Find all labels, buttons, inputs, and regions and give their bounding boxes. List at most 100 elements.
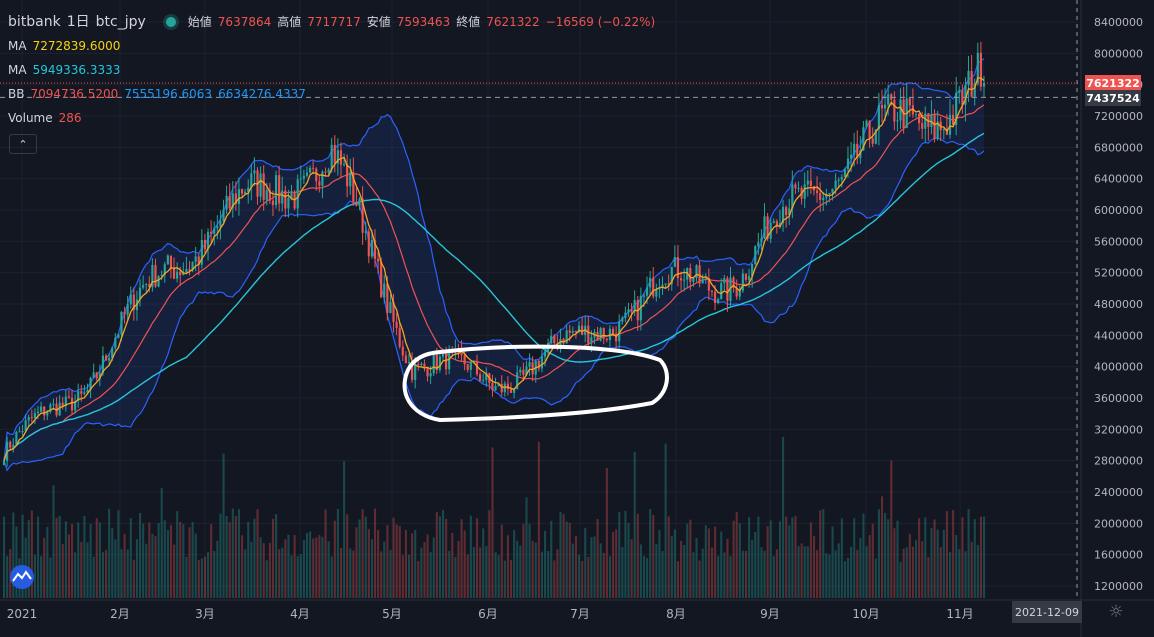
volume-bar [312, 538, 315, 598]
volume-bar [71, 524, 74, 598]
volume-bar [707, 528, 710, 598]
volume-bar [639, 544, 642, 598]
candle-body [754, 246, 757, 264]
candle-body [475, 361, 479, 375]
volume-bar [114, 539, 117, 598]
bb-row[interactable]: BB 7094736.5200 7555196.6063 6634276.433… [8, 82, 655, 106]
volume-bar [766, 526, 769, 598]
volume-bar [751, 539, 754, 598]
volume-bar [686, 523, 689, 598]
volume-bar [321, 536, 324, 598]
volume-bar [738, 523, 741, 598]
volume-bar [389, 549, 392, 598]
tradingview-logo[interactable] [8, 565, 36, 589]
y-tick-label: 2000000 [1094, 517, 1143, 530]
candle-body [346, 164, 349, 187]
volume-bar [457, 540, 460, 598]
volume-bar [411, 533, 414, 598]
volume-bar [12, 512, 15, 598]
volume-bar [884, 513, 887, 598]
volume-bar [612, 531, 615, 598]
volume-bar [769, 520, 772, 598]
candle-body [120, 311, 123, 335]
volume-bar [837, 543, 840, 598]
volume-row[interactable]: Volume 286 [8, 106, 655, 130]
candle-body [219, 221, 222, 227]
volume-bar [154, 536, 157, 598]
candle-body [627, 309, 630, 313]
candle-body [695, 265, 698, 278]
candle-body [806, 180, 809, 185]
ma1-row[interactable]: MA 7272839.6000 [8, 34, 655, 58]
volume-bar [602, 552, 605, 598]
volume-bar [534, 542, 537, 598]
volume-bar [182, 524, 185, 598]
volume-bar [803, 546, 806, 598]
volume-bar [404, 529, 407, 598]
candle-body [321, 171, 324, 186]
candle-body [652, 277, 655, 297]
volume-bar [924, 517, 927, 598]
legend-collapse-button[interactable]: ⌃ [9, 134, 37, 154]
volume-bar [234, 515, 237, 598]
candle-body [244, 191, 247, 194]
volume-bar [111, 527, 114, 598]
chart-legend: bitbank 1日 btc_jpy 始値 7637864 高値 7717717 安… [8, 10, 655, 130]
volume-bar [871, 523, 874, 598]
candle-body [318, 181, 321, 186]
candle-body [485, 373, 488, 381]
volume-bar [519, 545, 522, 598]
date-range-label[interactable]: 2021-12-09 [1012, 601, 1082, 623]
volume-bar [701, 548, 704, 598]
candle-body [83, 392, 86, 394]
volume-bar [531, 540, 534, 598]
candle-body [460, 349, 463, 356]
candle-body [108, 358, 111, 361]
candle-body [791, 184, 794, 209]
gear-icon[interactable]: ☼ [1108, 602, 1124, 622]
volume-bar [528, 523, 531, 598]
y-tick-label: 8000000 [1094, 47, 1143, 60]
volume-bar [86, 542, 89, 598]
candle-body [9, 441, 12, 448]
volume-bar [98, 522, 101, 598]
volume-bar [318, 535, 321, 598]
volume-bar [333, 520, 336, 598]
volume-bar [930, 528, 933, 598]
x-tick-label: 6月 [478, 607, 498, 621]
candle-body [197, 256, 200, 265]
ma2-row[interactable]: MA 5949336.3333 [8, 58, 655, 82]
volume-bar [661, 551, 664, 598]
volume-bar [587, 556, 590, 598]
candle-body [417, 364, 420, 366]
volume-bar [673, 529, 676, 598]
pair-label[interactable]: btc_jpy [95, 14, 146, 30]
volume-bar [850, 546, 853, 598]
candle-body [516, 372, 519, 389]
close-value: 7621322 [486, 15, 540, 29]
candle-body [479, 374, 482, 381]
candle-body [429, 373, 432, 377]
volume-bar [689, 519, 692, 598]
candle-body [899, 99, 902, 121]
candle-body [383, 283, 386, 298]
x-tick-label: 11月 [946, 607, 973, 621]
candle-body [525, 366, 528, 375]
x-tick-label: 10月 [852, 607, 879, 621]
volume-bar [800, 543, 803, 598]
volume-bar [973, 519, 976, 598]
candle-body [12, 444, 15, 448]
volume-bar [33, 554, 37, 598]
candle-body [92, 372, 95, 378]
candle-body [278, 175, 281, 204]
volume-bar [812, 536, 816, 598]
candle-body [77, 391, 80, 402]
volume-bar [763, 550, 766, 598]
candle-body [859, 150, 862, 159]
candle-body [423, 363, 426, 368]
interval-label[interactable]: 1日 [66, 14, 90, 30]
candle-body [565, 330, 568, 344]
candle-body [160, 274, 163, 276]
ma2-value: 5949336.3333 [32, 63, 121, 77]
